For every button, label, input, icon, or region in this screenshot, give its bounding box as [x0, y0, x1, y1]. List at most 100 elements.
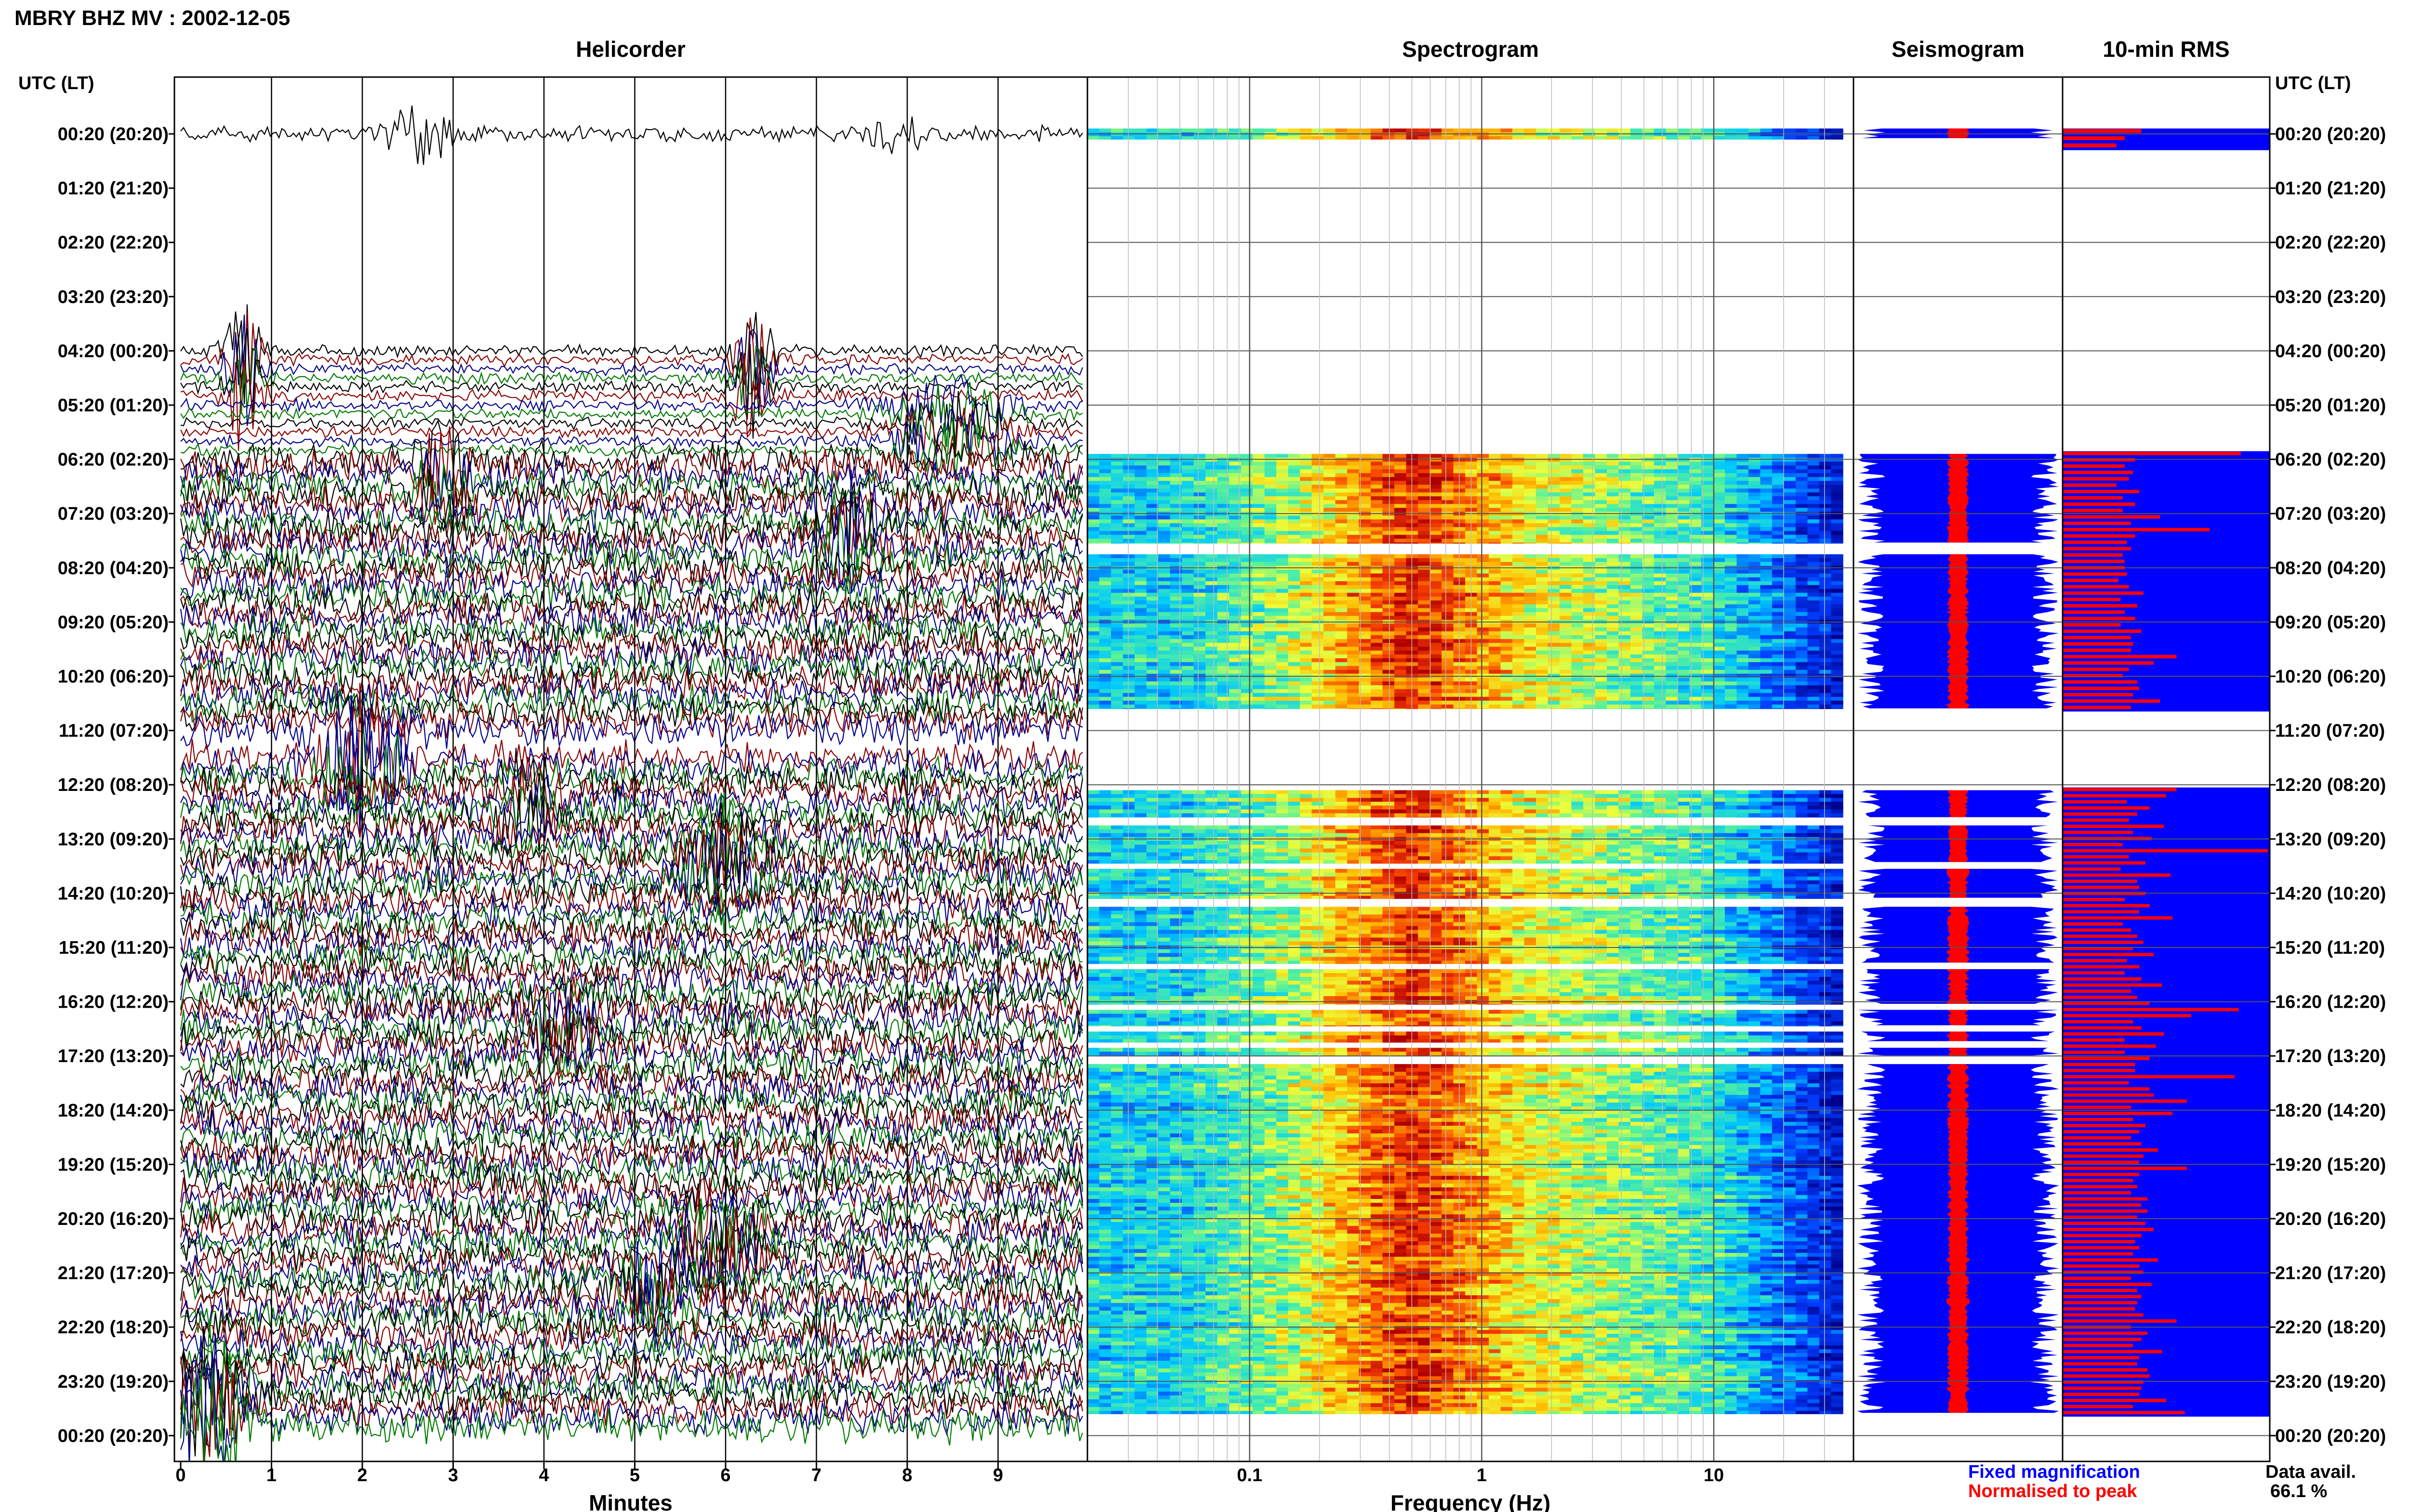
spectrogram-cell — [1311, 531, 1324, 535]
spectrogram-cell — [1158, 542, 1170, 543]
spectrogram-cell — [1760, 519, 1772, 524]
spectrogram-cell — [1630, 500, 1642, 504]
spectrogram-cell — [1489, 515, 1501, 520]
spectrogram-cell — [1713, 477, 1725, 481]
spectrogram-cell — [1371, 519, 1383, 524]
spectrogram-cell — [1158, 574, 1170, 578]
spectrogram-cell — [1347, 527, 1359, 531]
spectrogram-cell — [1324, 519, 1336, 524]
spectrogram-cell — [1311, 485, 1324, 489]
spectrogram-cell — [1819, 554, 1831, 559]
spectrogram-cell — [1205, 477, 1218, 481]
spectrogram-cell — [1087, 136, 1099, 140]
spectrogram-cell — [1253, 136, 1265, 140]
spectrogram-cell — [1241, 129, 1253, 133]
spectrogram-cell — [1111, 574, 1123, 578]
spectrogram-cell — [1807, 535, 1819, 539]
spectrogram-cell — [1500, 578, 1512, 582]
spectrogram-cell — [1087, 504, 1099, 508]
spectrogram-cell — [1217, 515, 1229, 520]
spectrogram-cell — [1442, 481, 1454, 485]
spectrogram-cell — [1560, 473, 1572, 477]
spectrogram-cell — [1217, 558, 1229, 563]
spectrogram-cell — [1382, 473, 1394, 477]
spectrogram-cell — [1276, 469, 1288, 473]
spectrogram-cell — [1784, 504, 1796, 508]
spectrogram-cell — [1571, 508, 1583, 512]
spectrogram-cell — [1394, 523, 1406, 527]
spectrogram-cell — [1819, 500, 1831, 504]
spectrogram-cell — [1571, 473, 1583, 477]
spectrogram-cell — [1241, 539, 1253, 543]
spectrogram-cell — [1512, 519, 1524, 524]
spectrogram-cell — [1359, 554, 1371, 559]
spectrogram-cell — [1807, 481, 1819, 485]
spectrogram-cell — [1477, 500, 1489, 504]
spectrogram-cell — [1324, 539, 1336, 543]
spectrogram-cell — [1406, 465, 1418, 470]
spectrogram-cell — [1170, 500, 1182, 504]
spectrogram-cell — [1725, 485, 1737, 489]
spectrogram-cell — [1548, 488, 1560, 493]
spectrogram-cell — [1654, 485, 1666, 489]
page-title: MBRY BHZ MV : 2002-12-05 — [14, 6, 290, 30]
spectrogram-cell — [1760, 465, 1772, 470]
spectrogram-cell — [1217, 574, 1229, 578]
spectrogram-cell — [1725, 519, 1737, 524]
spectrogram-cell — [1264, 535, 1276, 539]
spectrogram-cell — [1087, 527, 1099, 531]
spectrogram-cell — [1182, 527, 1194, 531]
spectrogram-cell — [1772, 469, 1784, 473]
spectrogram-cell — [1607, 570, 1619, 574]
spectrogram-cell — [1536, 515, 1548, 520]
spectrogram-cell — [1170, 488, 1182, 493]
spectrogram-cell — [1311, 500, 1324, 504]
spectrogram-cell — [1654, 477, 1666, 481]
spectrogram-cell — [1618, 562, 1630, 566]
spectrogram-cell — [1347, 485, 1359, 489]
spectrogram-cell — [1241, 508, 1253, 512]
spectrogram-cell — [1500, 554, 1512, 559]
spectrogram-cell — [1571, 488, 1583, 493]
spectrogram-cell — [1359, 485, 1371, 489]
spectrogram-cell — [1241, 542, 1253, 543]
spectrogram-cell — [1193, 488, 1205, 493]
spectrogram-cell — [1512, 562, 1524, 566]
spectrogram-cell — [1170, 473, 1182, 477]
spectrogram-cell — [1276, 500, 1288, 504]
spectrogram-cell — [1099, 574, 1111, 578]
spectrogram-cell — [1276, 535, 1288, 539]
spectrogram-cell — [1560, 558, 1572, 563]
spectrogram-cell — [1394, 531, 1406, 535]
spectrogram-cell — [1394, 496, 1406, 500]
spectrogram-cell — [1430, 500, 1442, 504]
spectrogram-cell — [1241, 488, 1253, 493]
spectrogram-cell — [1583, 465, 1595, 470]
spectrogram-cell — [1170, 465, 1182, 470]
spectrogram-cell — [1087, 554, 1099, 559]
spectrogram-cell — [1571, 527, 1583, 531]
spectrogram-cell — [1477, 539, 1489, 543]
spectrogram-cell — [1241, 574, 1253, 578]
spectrogram-cell — [1678, 504, 1690, 508]
spectrogram-cell — [1288, 562, 1300, 566]
spectrogram-cell — [1253, 129, 1265, 133]
spectrogram-cell — [1418, 485, 1430, 489]
spectrogram-cell — [1618, 539, 1630, 543]
spectrogram-cell — [1784, 461, 1796, 466]
spectrogram-cell — [1500, 454, 1512, 458]
spectrogram-cell — [1736, 500, 1748, 504]
spectrogram-cell — [1831, 454, 1843, 458]
spectrogram-cell — [1276, 574, 1288, 578]
spectrogram-cell — [1335, 515, 1347, 520]
spectrogram-cell — [1324, 515, 1336, 520]
spectrogram-cell — [1595, 554, 1607, 559]
spectrogram-cell — [1784, 473, 1796, 477]
spectrogram-cell — [1382, 574, 1394, 578]
spectrogram-cell — [1205, 558, 1218, 563]
spectrogram-cell — [1217, 481, 1229, 485]
spectrogram-cell — [1241, 454, 1253, 458]
spectrogram-cell — [1678, 496, 1690, 500]
spectrogram-cell — [1630, 473, 1642, 477]
spectrogram-cell — [1347, 469, 1359, 473]
